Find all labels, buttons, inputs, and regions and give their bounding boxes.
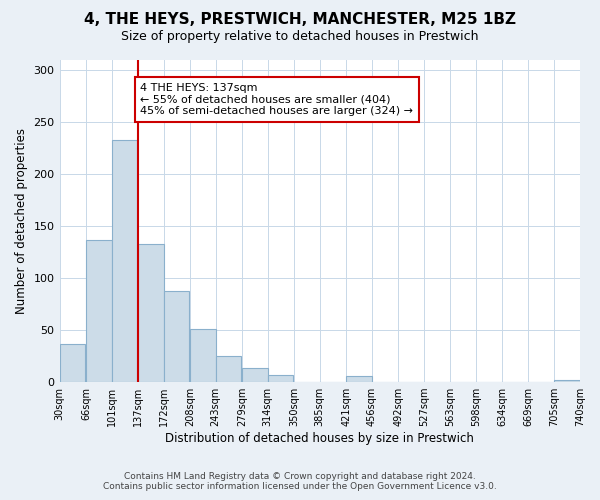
Bar bbox=[346, 376, 372, 382]
Bar bbox=[112, 140, 137, 382]
Bar bbox=[554, 380, 580, 382]
Bar bbox=[190, 329, 215, 382]
Text: Size of property relative to detached houses in Prestwich: Size of property relative to detached ho… bbox=[121, 30, 479, 43]
Bar bbox=[164, 290, 189, 382]
Text: 4, THE HEYS, PRESTWICH, MANCHESTER, M25 1BZ: 4, THE HEYS, PRESTWICH, MANCHESTER, M25 … bbox=[84, 12, 516, 28]
X-axis label: Distribution of detached houses by size in Prestwich: Distribution of detached houses by size … bbox=[166, 432, 474, 445]
Text: 4 THE HEYS: 137sqm
← 55% of detached houses are smaller (404)
45% of semi-detach: 4 THE HEYS: 137sqm ← 55% of detached hou… bbox=[140, 83, 413, 116]
Bar bbox=[59, 344, 85, 382]
Bar bbox=[138, 244, 164, 382]
Y-axis label: Number of detached properties: Number of detached properties bbox=[15, 128, 28, 314]
Bar bbox=[242, 368, 268, 382]
Bar bbox=[215, 356, 241, 382]
Text: Contains HM Land Registry data © Crown copyright and database right 2024.
Contai: Contains HM Land Registry data © Crown c… bbox=[103, 472, 497, 491]
Bar bbox=[268, 375, 293, 382]
Bar bbox=[86, 240, 112, 382]
